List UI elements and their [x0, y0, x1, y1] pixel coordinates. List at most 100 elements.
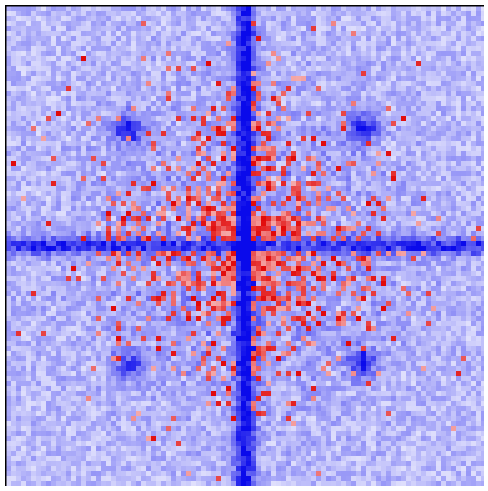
pixel	[196, 196, 201, 201]
pixel	[236, 196, 241, 201]
pixel	[166, 216, 171, 221]
pixel	[136, 216, 141, 221]
pixel	[341, 111, 346, 116]
pixel	[121, 36, 126, 41]
pixel	[61, 181, 66, 186]
pixel	[156, 231, 161, 236]
pixel	[91, 216, 96, 221]
pixel	[51, 216, 56, 221]
pixel	[401, 256, 406, 261]
pixel	[51, 141, 56, 146]
pixel	[431, 146, 436, 151]
pixel	[216, 46, 221, 51]
pixel	[91, 106, 96, 111]
pixel	[321, 246, 326, 251]
pixel	[176, 126, 181, 131]
pixel	[371, 21, 376, 26]
pixel	[176, 141, 181, 146]
pixel	[161, 226, 166, 231]
pixel	[136, 126, 141, 131]
pixel	[221, 161, 226, 166]
pixel	[156, 216, 161, 221]
pixel	[6, 211, 11, 216]
pixel	[351, 86, 356, 91]
pixel	[311, 101, 316, 106]
pixel	[271, 151, 276, 156]
pixel	[411, 111, 416, 116]
pixel	[31, 121, 36, 126]
pixel	[166, 6, 171, 11]
pixel	[476, 96, 481, 101]
pixel	[436, 106, 441, 111]
pixel	[441, 171, 446, 176]
pixel	[271, 181, 276, 186]
pixel	[116, 91, 121, 96]
pixel	[331, 256, 336, 261]
pixel	[276, 66, 281, 71]
pixel	[56, 26, 61, 31]
pixel	[351, 41, 356, 46]
pixel	[211, 46, 216, 51]
pixel	[286, 116, 291, 121]
pixel	[31, 46, 36, 51]
pixel	[406, 246, 411, 251]
pixel	[176, 6, 181, 11]
pixel	[436, 51, 441, 56]
pixel	[346, 246, 351, 251]
pixel	[481, 176, 484, 181]
pixel	[56, 221, 61, 226]
pixel	[31, 186, 36, 191]
pixel	[6, 16, 11, 21]
pixel	[416, 61, 421, 66]
pixel	[31, 196, 36, 201]
pixel	[441, 71, 446, 76]
pixel	[346, 181, 351, 186]
pixel	[71, 131, 76, 136]
pixel	[466, 161, 471, 166]
pixel	[81, 136, 86, 141]
pixel	[271, 171, 276, 176]
pixel	[466, 46, 471, 51]
pixel	[261, 116, 266, 121]
pixel	[316, 241, 321, 246]
pixel	[381, 196, 386, 201]
pixel	[461, 16, 466, 21]
pixel	[111, 181, 116, 186]
pixel	[156, 51, 161, 56]
pixel	[391, 141, 396, 146]
pixel	[51, 11, 56, 16]
pixel	[46, 26, 51, 31]
pixel	[251, 51, 256, 56]
pixel	[16, 21, 21, 26]
pixel	[391, 156, 396, 161]
pixel	[306, 131, 311, 136]
pixel	[376, 11, 381, 16]
pixel	[276, 186, 281, 191]
pixel	[296, 241, 301, 246]
pixel	[91, 211, 96, 216]
pixel	[56, 106, 61, 111]
pixel	[116, 121, 121, 126]
pixel	[481, 11, 484, 16]
pixel	[56, 116, 61, 121]
pixel	[16, 76, 21, 81]
pixel	[471, 81, 476, 86]
pixel	[21, 176, 26, 181]
pixel	[296, 126, 301, 131]
pixel	[421, 26, 426, 31]
pixel	[301, 156, 306, 161]
pixel	[51, 146, 56, 151]
pixel	[186, 211, 191, 216]
pixel	[271, 61, 276, 66]
pixel	[381, 31, 386, 36]
pixel	[376, 136, 381, 141]
pixel	[206, 86, 211, 91]
pixel	[296, 71, 301, 76]
pixel	[266, 191, 271, 196]
pixel	[446, 151, 451, 156]
pixel	[206, 236, 211, 241]
pixel	[86, 16, 91, 21]
pixel	[271, 221, 276, 226]
pixel	[396, 16, 401, 21]
pixel	[396, 216, 401, 221]
